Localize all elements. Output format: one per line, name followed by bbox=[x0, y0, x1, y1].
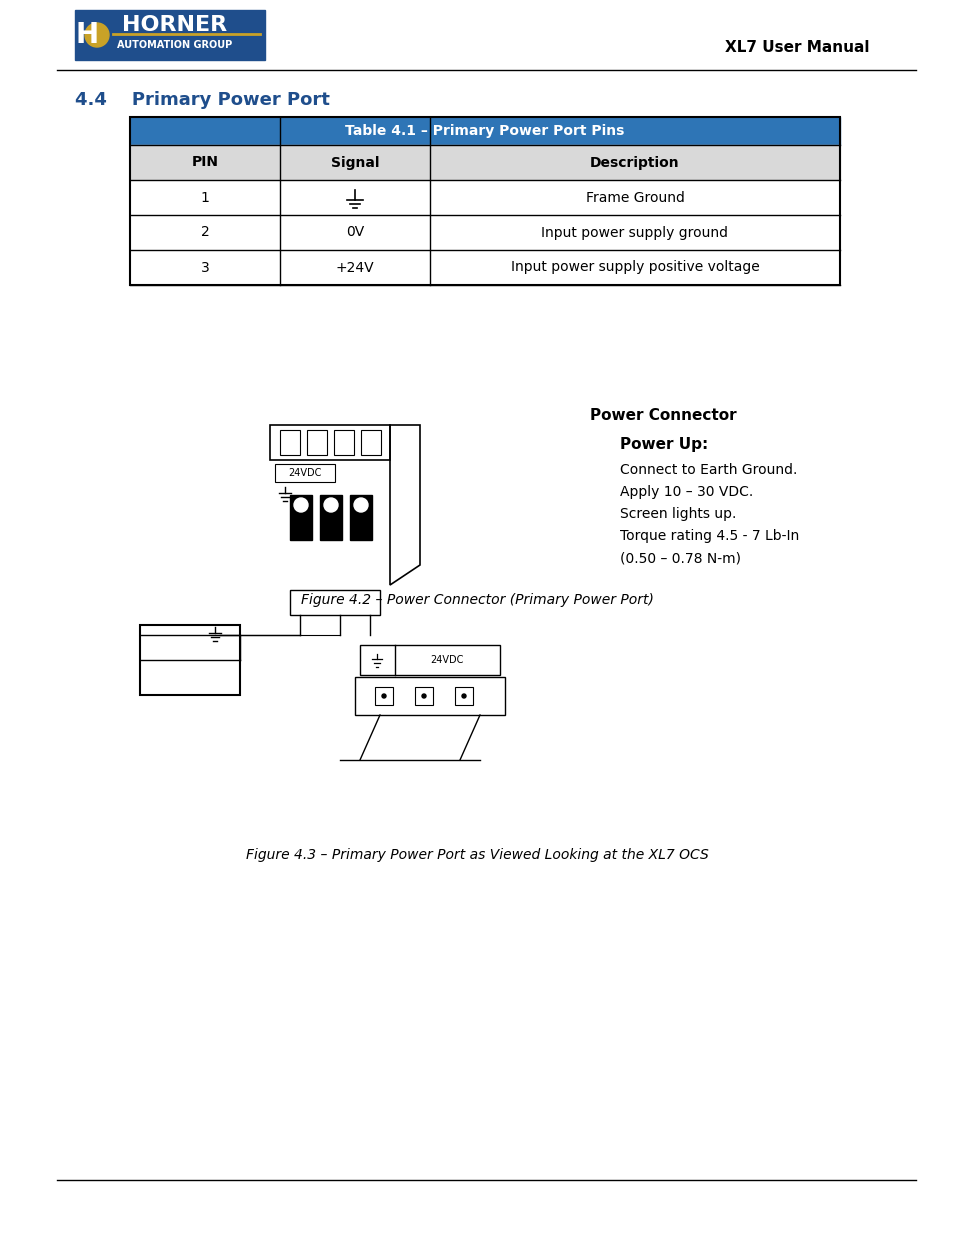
Text: HORNER: HORNER bbox=[122, 15, 228, 35]
Bar bbox=[274, 464, 335, 482]
Text: (0.50 – 0.78 N-m): (0.50 – 0.78 N-m) bbox=[619, 551, 740, 564]
Bar bbox=[270, 425, 390, 459]
Text: Signal: Signal bbox=[331, 156, 379, 169]
Bar bbox=[140, 625, 240, 695]
Bar bbox=[415, 687, 433, 705]
Text: Power Connector: Power Connector bbox=[589, 408, 736, 422]
Bar bbox=[290, 495, 312, 540]
Text: Frame Ground: Frame Ground bbox=[585, 190, 683, 205]
Text: 24VDC: 24VDC bbox=[288, 468, 321, 478]
Circle shape bbox=[461, 694, 465, 698]
Bar bbox=[280, 430, 299, 454]
Bar bbox=[130, 249, 840, 285]
Text: Description: Description bbox=[590, 156, 679, 169]
Bar bbox=[130, 180, 840, 215]
Text: 4.4    Primary Power Port: 4.4 Primary Power Port bbox=[75, 91, 330, 109]
Bar bbox=[130, 144, 840, 180]
Text: Figure 4.3 – Primary Power Port as Viewed Looking at the XL7 OCS: Figure 4.3 – Primary Power Port as Viewe… bbox=[245, 848, 708, 862]
Text: PIN: PIN bbox=[192, 156, 218, 169]
Circle shape bbox=[354, 498, 368, 513]
Bar bbox=[359, 645, 499, 676]
Circle shape bbox=[421, 694, 426, 698]
Text: AUTOMATION GROUP: AUTOMATION GROUP bbox=[117, 40, 233, 49]
Text: Figure 4.2 – Power Connector (Primary Power Port): Figure 4.2 – Power Connector (Primary Po… bbox=[300, 593, 653, 606]
Bar bbox=[350, 495, 372, 540]
Bar bbox=[455, 687, 473, 705]
Bar bbox=[355, 677, 504, 715]
Bar bbox=[130, 215, 840, 249]
Text: Connect to Earth Ground.: Connect to Earth Ground. bbox=[619, 463, 797, 477]
Circle shape bbox=[381, 694, 386, 698]
Bar bbox=[130, 117, 840, 144]
Bar bbox=[360, 430, 380, 454]
Text: Table 4.1 – Primary Power Port Pins: Table 4.1 – Primary Power Port Pins bbox=[345, 124, 624, 138]
Text: Input power supply positive voltage: Input power supply positive voltage bbox=[510, 261, 759, 274]
Text: Power Up:: Power Up: bbox=[619, 437, 707, 452]
Bar bbox=[75, 10, 265, 61]
Text: XL7 User Manual: XL7 User Manual bbox=[724, 41, 869, 56]
Text: 2: 2 bbox=[200, 226, 209, 240]
Bar bbox=[290, 590, 379, 615]
Text: Apply 10 – 30 VDC.: Apply 10 – 30 VDC. bbox=[619, 485, 753, 499]
Bar bbox=[334, 430, 354, 454]
Circle shape bbox=[85, 23, 109, 47]
Bar bbox=[319, 495, 341, 540]
Circle shape bbox=[294, 498, 308, 513]
Text: +24V: +24V bbox=[335, 261, 374, 274]
Circle shape bbox=[324, 498, 337, 513]
Text: 3: 3 bbox=[200, 261, 209, 274]
Bar bbox=[375, 687, 393, 705]
Text: 0V: 0V bbox=[346, 226, 364, 240]
Text: Input power supply ground: Input power supply ground bbox=[541, 226, 728, 240]
Text: H: H bbox=[75, 21, 98, 49]
Bar bbox=[130, 117, 840, 285]
Text: Screen lights up.: Screen lights up. bbox=[619, 508, 736, 521]
Text: 24VDC: 24VDC bbox=[430, 655, 463, 664]
Text: Torque rating 4.5 - 7 Lb-In: Torque rating 4.5 - 7 Lb-In bbox=[619, 529, 799, 543]
Text: 1: 1 bbox=[200, 190, 210, 205]
Bar bbox=[307, 430, 327, 454]
